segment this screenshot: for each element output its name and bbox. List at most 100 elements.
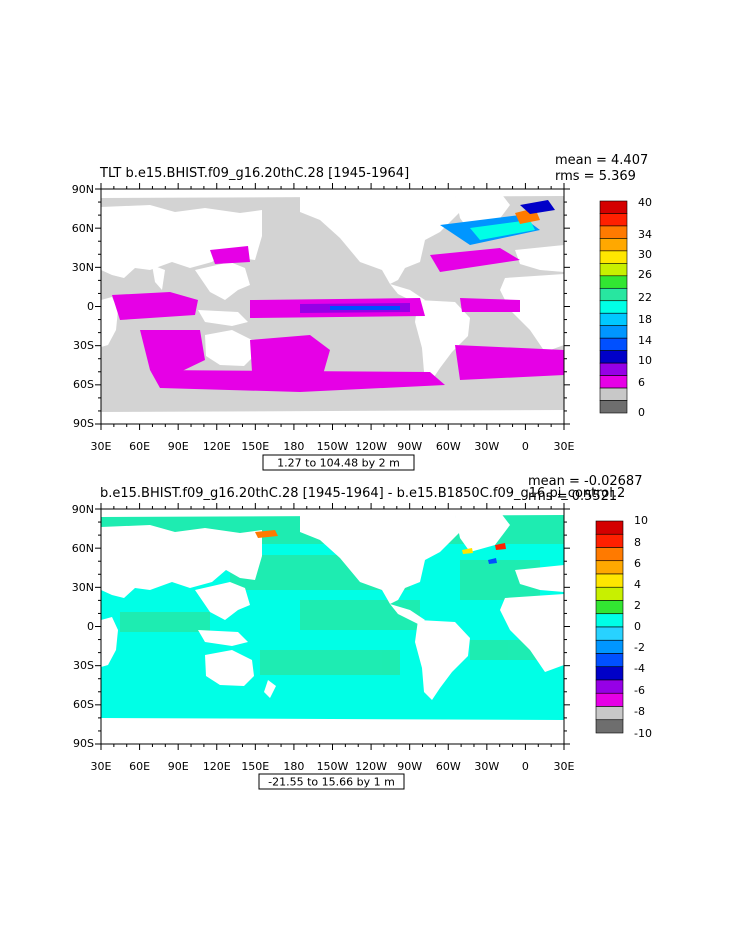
panel-2-land xyxy=(101,509,564,744)
patch-labrador-hot xyxy=(470,220,535,240)
lat-label: 90N xyxy=(72,183,94,196)
land-europe xyxy=(515,245,564,272)
panel-1-map xyxy=(95,183,570,430)
land-africa-west xyxy=(101,297,118,347)
lon-label: 120W xyxy=(355,440,387,453)
colorbar-label: 14 xyxy=(638,334,652,347)
lon-label: 120E xyxy=(203,440,231,453)
hotspot-arctic-orange xyxy=(255,530,278,538)
lat-label: 30N xyxy=(72,581,94,594)
colorbar-swatch xyxy=(595,679,624,694)
colorbar-swatch xyxy=(599,325,628,339)
colorbar-swatch xyxy=(595,547,624,562)
lon-label: 0 xyxy=(522,760,529,773)
colorbar-label: 6 xyxy=(634,557,641,570)
land-indonesia xyxy=(198,630,248,646)
patch-arctic-cold xyxy=(520,200,555,214)
lon-label: 150W xyxy=(317,760,349,773)
lat-label: 60N xyxy=(72,542,94,555)
colorbar-label: 4 xyxy=(634,578,641,591)
colorbar-swatch xyxy=(599,400,628,414)
land-australia xyxy=(205,330,254,366)
lon-label: 150E xyxy=(241,440,269,453)
panel-2-lon-labels: 30E 60E 90E 120E 150E 180 150W 120W 90W … xyxy=(91,760,575,773)
land-arctic xyxy=(101,509,564,517)
colorbar-label: 0 xyxy=(638,406,645,419)
panel-2-map xyxy=(95,503,570,750)
land-indonesia xyxy=(198,310,248,326)
panel-1-colorbar xyxy=(599,200,628,414)
panel-2-lat-labels: 90N 60N 30N 0 30S 60S 90S xyxy=(72,503,94,750)
colorbar-swatch xyxy=(599,350,628,364)
lon-label: 120W xyxy=(355,760,387,773)
colorbar-swatch xyxy=(599,375,628,389)
hotspot-cold-blue xyxy=(488,558,497,564)
lat-label: 0 xyxy=(87,300,94,313)
colorbar-label: 10 xyxy=(638,354,652,367)
colorbar-swatch xyxy=(599,362,628,376)
colorbar-label: -8 xyxy=(634,705,645,718)
lon-label: 30W xyxy=(474,440,499,453)
lon-label: 60E xyxy=(129,440,150,453)
range-box-frame xyxy=(262,454,415,471)
lat-label: 90S xyxy=(73,417,94,430)
land-central-america xyxy=(390,604,425,624)
land-north-america xyxy=(300,194,460,284)
range-label: 1.27 to 104.48 by 2 m xyxy=(277,457,400,470)
colorbar-label: 2 xyxy=(634,599,641,612)
panel-2-rms: rms = 0.5521 xyxy=(528,489,617,504)
lon-label: 30E xyxy=(91,760,112,773)
lon-label: 120E xyxy=(203,760,231,773)
hotspot-barents-red xyxy=(495,543,506,550)
colorbar-label: -6 xyxy=(634,684,645,697)
colorbar-label: 22 xyxy=(638,291,652,304)
patch-north-atlantic xyxy=(430,248,520,272)
panel-1-mean: mean = 4.407 xyxy=(555,153,648,168)
panel-1-land xyxy=(101,189,564,424)
patch-tropical-atlantic xyxy=(460,298,520,312)
panel-2-colorbar xyxy=(595,520,624,734)
lat-label: 30S xyxy=(73,339,94,352)
colorbar-swatch xyxy=(599,287,628,302)
lat-label: 90N xyxy=(72,503,94,516)
colorbar-swatch xyxy=(595,626,624,641)
colorbar-swatch xyxy=(595,520,624,535)
land-africa-eurasia xyxy=(101,525,262,598)
colorbar-swatch xyxy=(595,586,624,601)
lat-label: 60N xyxy=(72,222,94,235)
land-europe xyxy=(515,565,564,592)
lon-label: 150W xyxy=(317,440,349,453)
colorbar-label: -10 xyxy=(634,727,652,740)
land-southeast-asia xyxy=(195,582,250,620)
lon-label: 180 xyxy=(283,760,304,773)
colorbar-label: 30 xyxy=(638,248,652,261)
land-south-america xyxy=(415,300,470,380)
patch-southern-ocean-band xyxy=(150,370,445,392)
land-antarctica xyxy=(101,410,564,424)
colorbar-swatch xyxy=(599,238,628,252)
panel-2-mean: mean = -0.02687 xyxy=(528,474,642,489)
ocean-patch xyxy=(120,612,210,632)
panel-1-range-box: 1.27 to 104.48 by 2 m xyxy=(262,454,415,471)
colorbar-label: -4 xyxy=(634,662,645,675)
lon-label: 30W xyxy=(474,760,499,773)
land-north-america xyxy=(300,514,460,604)
colorbar-swatch xyxy=(595,613,624,628)
patch-equatorial-blue xyxy=(330,306,400,310)
lon-label: 0 xyxy=(522,440,529,453)
colorbar-swatch xyxy=(595,719,624,734)
lat-label: 60S xyxy=(73,378,94,391)
colorbar-swatch xyxy=(599,337,628,351)
lon-label: 30E xyxy=(554,760,575,773)
lon-label: 150E xyxy=(241,760,269,773)
lat-label: 60S xyxy=(73,698,94,711)
panel-2-ticks xyxy=(95,503,570,750)
land-new-zealand xyxy=(264,680,276,698)
patch-indian-north xyxy=(112,292,198,320)
hotspot-labrador-yellow xyxy=(462,548,473,554)
colorbar-swatch xyxy=(599,275,628,289)
panel-1: TLT b.e15.BHIST.f09_g16.20thC.28 [1945-1… xyxy=(72,153,652,471)
panel-1-data-patches xyxy=(112,200,564,392)
panel-1-rms: rms = 5.369 xyxy=(555,169,636,184)
